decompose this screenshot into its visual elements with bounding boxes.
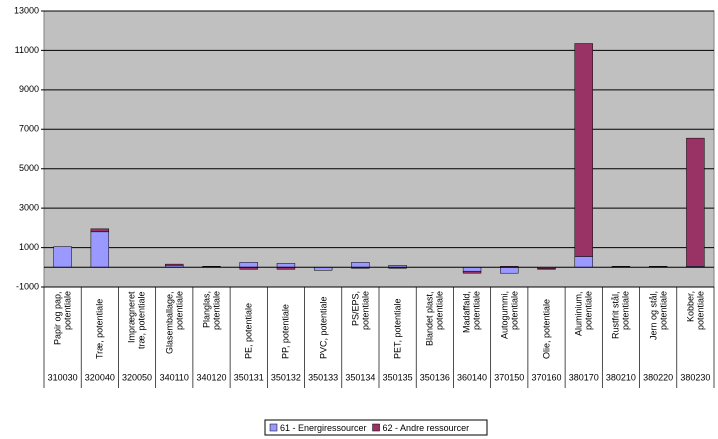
bar <box>574 256 593 268</box>
x-code-label: 310030 <box>48 372 78 382</box>
x-code-label: 370150 <box>494 372 524 382</box>
x-code-label: 350133 <box>308 372 338 382</box>
bar <box>276 263 296 268</box>
x-tick-label: Rustfrit stål, potentiale <box>610 291 631 339</box>
y-tick-label: 5000 <box>19 163 39 173</box>
x-tick-label: Glasemballage, potentiale <box>164 291 185 354</box>
plot-area <box>43 10 715 288</box>
y-tick-label: 7000 <box>19 124 39 134</box>
x-tick-label: PET, potentiale <box>392 298 403 359</box>
x-code-label: 340110 <box>160 372 189 382</box>
x-tick-label: Træ, potentiale <box>94 298 105 359</box>
bar <box>90 231 110 268</box>
legend-swatch <box>269 423 278 432</box>
bar <box>165 263 184 266</box>
x-code-label: 340120 <box>196 372 226 382</box>
x-tick-label: PS/EPS, potentiale <box>350 291 371 331</box>
x-tick-label: Imprægneret træ, potentiale <box>127 291 148 349</box>
x-code-label: 350132 <box>271 372 301 382</box>
x-code-label: 320040 <box>85 372 115 382</box>
x-tick-label: Jern og stål, potentiale <box>648 291 669 341</box>
x-code-label: 380220 <box>643 372 673 382</box>
legend-label: 62 - Andre ressourcer <box>383 423 470 433</box>
y-tick-label: -1000 <box>16 281 39 291</box>
x-tick-label: Papir og pap, potentiale <box>52 291 73 345</box>
x-code-label: 360140 <box>457 372 487 382</box>
y-tick-label: 3000 <box>19 203 39 213</box>
x-code-label: 370160 <box>531 372 561 382</box>
x-code-label: 380210 <box>606 372 636 382</box>
x-code-label: 350134 <box>345 372 375 382</box>
x-code-label: 350135 <box>383 372 413 382</box>
x-tick-label: Kobber, potentiale <box>685 291 706 331</box>
x-tick-label: Olie, potentiale <box>541 298 552 359</box>
y-tick-label: 13000 <box>14 5 39 15</box>
x-tick-label: Blandet plast, potentiale <box>424 291 445 346</box>
y-tick-label: 9000 <box>19 84 39 94</box>
bar <box>90 228 110 233</box>
legend-label: 61 - Energiressourcer <box>280 423 367 433</box>
x-tick-label: PP, potentiale <box>280 304 291 359</box>
bar <box>53 246 72 268</box>
x-code-label: 350131 <box>234 372 264 382</box>
x-code-label: 380170 <box>569 372 599 382</box>
x-code-label: 380230 <box>680 372 710 382</box>
bar <box>462 270 482 274</box>
x-tick-label: PVC, potentiale <box>318 296 329 359</box>
bar <box>462 267 482 272</box>
x-tick-label: Aluminium, potentiale <box>573 291 594 336</box>
bar <box>686 137 705 267</box>
bar <box>574 43 593 257</box>
bar <box>239 262 258 268</box>
x-code-label: 320050 <box>122 372 152 382</box>
bar <box>500 267 519 274</box>
bar <box>351 262 370 268</box>
y-tick-label: 1000 <box>19 242 39 252</box>
x-tick-label: PE, potentiale <box>243 302 254 359</box>
bar <box>537 268 556 270</box>
x-tick-label: Madaffald, potentiale <box>462 291 483 333</box>
y-tick-label: 11000 <box>15 45 39 55</box>
legend-swatch <box>372 423 380 432</box>
x-tick-label: Planglas, potentiale <box>201 291 222 331</box>
x-tick-label: Autogummi, potentiale <box>499 291 520 340</box>
x-code-label: 350136 <box>420 372 450 382</box>
